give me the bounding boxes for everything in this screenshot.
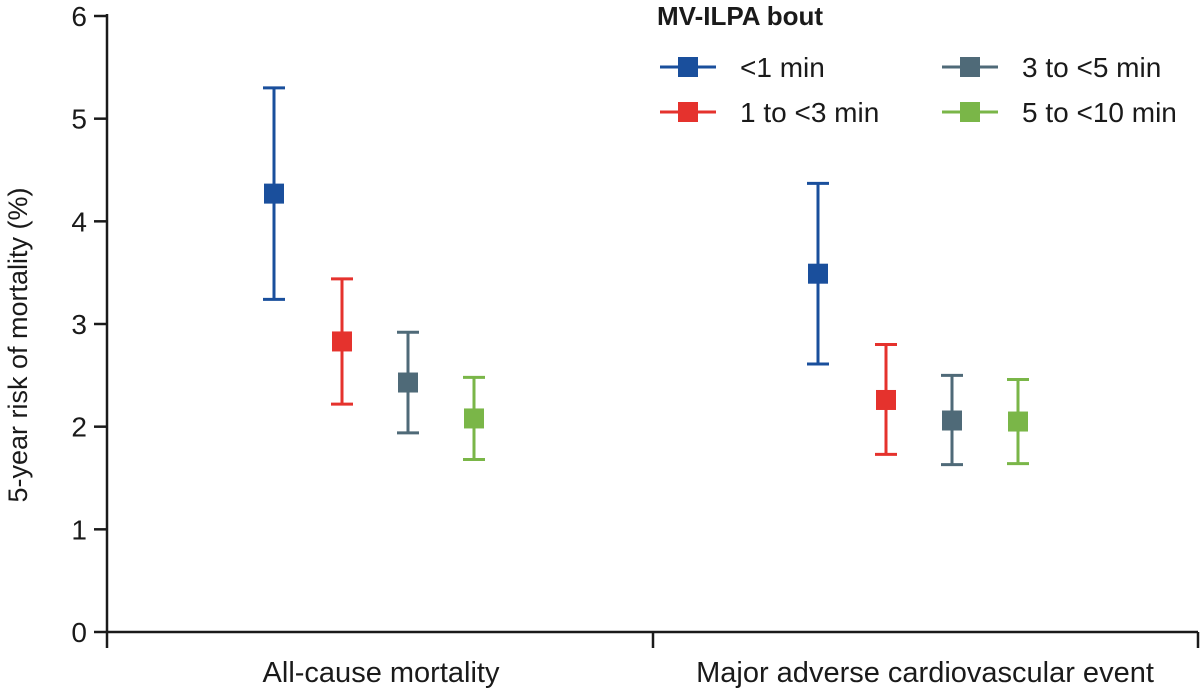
legend-swatch-marker: [960, 57, 980, 77]
legend-item: <1 min: [660, 52, 825, 83]
y-ticks: 0 1 2 3 4 5 6: [71, 1, 107, 648]
legend-label: 1 to <3 min: [740, 97, 879, 128]
error-bar-point: [807, 181, 829, 366]
y-tick-label: 3: [71, 309, 87, 340]
x-category-label: All-cause mortality: [263, 657, 500, 689]
y-tick-label: 2: [71, 412, 87, 443]
legend-item: 5 to <10 min: [942, 97, 1177, 128]
error-bar-point: [263, 86, 285, 301]
error-bar-point: [397, 330, 419, 435]
point-marker: [808, 263, 828, 284]
y-axis-title: 5-year risk of mortality (%): [3, 187, 33, 502]
y-tick-label: 6: [71, 1, 87, 32]
error-bar-point: [941, 373, 963, 467]
point-marker: [942, 410, 962, 431]
x-category-label: Major adverse cardiovascular event: [696, 657, 1154, 689]
legend-label: 5 to <10 min: [1022, 97, 1177, 128]
point-marker: [264, 183, 284, 204]
point-marker: [1008, 411, 1028, 432]
legend-item: 1 to <3 min: [660, 97, 879, 128]
legend-label: 3 to <5 min: [1022, 52, 1161, 83]
legend-swatch-marker: [678, 102, 698, 122]
error-bar-point: [463, 375, 485, 462]
point-marker: [876, 389, 896, 410]
data-marks: [263, 86, 1029, 467]
y-tick-label: 4: [71, 206, 87, 237]
y-tick-label: 5: [71, 104, 87, 135]
legend: MV-ILPA bout <1 min 1 to <3 min 3 to <5 min…: [657, 1, 1177, 128]
legend-label: <1 min: [740, 52, 825, 83]
y-tick-label: 0: [71, 617, 87, 648]
error-bar-point: [331, 277, 353, 406]
error-bar-point: [875, 343, 897, 456]
point-marker: [398, 372, 418, 393]
legend-title: MV-ILPA bout: [657, 1, 823, 31]
legend-swatch-marker: [678, 57, 698, 77]
legend-item: 3 to <5 min: [942, 52, 1161, 83]
point-marker: [332, 331, 352, 352]
point-marker: [464, 408, 484, 429]
legend-swatch-marker: [960, 102, 980, 122]
x-categories: All-cause mortality Major adverse cardiov…: [263, 657, 1154, 689]
y-tick-label: 1: [71, 514, 87, 545]
error-bar-point: [1007, 377, 1029, 466]
